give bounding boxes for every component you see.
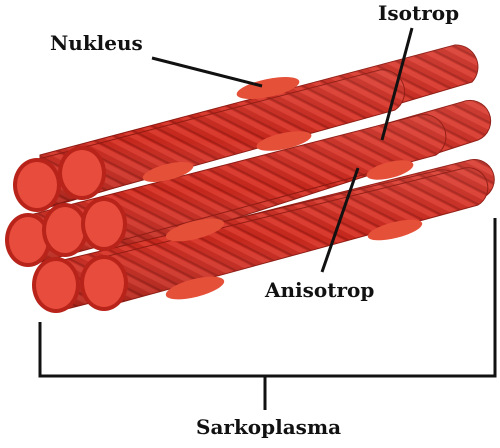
myofibril-end-caps [5,146,128,313]
myofibril-front-low-right [99,167,489,309]
isotrop-leader-line [380,27,414,141]
leader-lines [38,27,497,410]
isotrop-label: Isotrop [378,1,459,25]
myofibril-front-top-left [34,69,405,211]
sarcoplasm-bracket [38,218,497,378]
nuclei [142,76,423,300]
nucleus-leader-line [151,56,263,88]
myofibril-front-mid [29,114,447,266]
anisotrop-leader-line [320,167,360,273]
anisotrop-label: Anisotrop [264,278,374,302]
sarcoplasm-label: Sarkoplasma [196,415,341,439]
nucleus-label: Nukleus [50,31,143,55]
